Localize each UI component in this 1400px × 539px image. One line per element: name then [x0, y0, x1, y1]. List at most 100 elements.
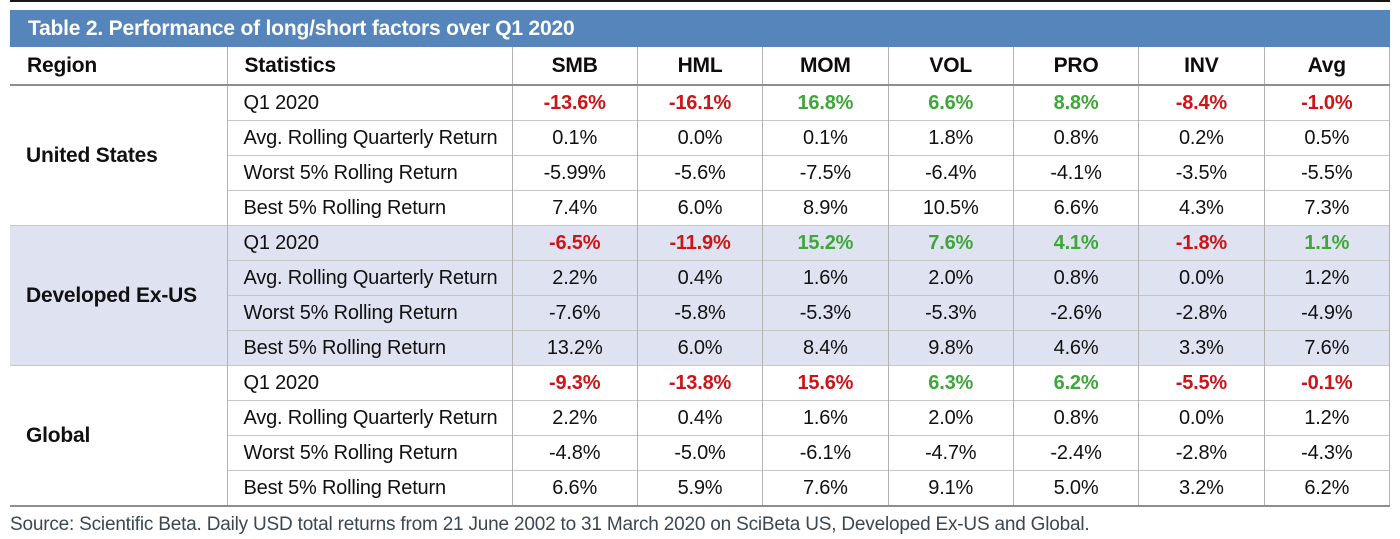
statistic-label: Q1 2020	[226, 365, 512, 401]
value-cell: 7.6%	[887, 225, 1014, 261]
value-cell: 0.4%	[636, 400, 763, 436]
value-cell: -4.1%	[1012, 155, 1139, 191]
value-cell: -5.6%	[636, 155, 763, 191]
column-header-mom: MOM	[762, 47, 889, 86]
value-cell: 3.3%	[1138, 330, 1265, 366]
column-header-smb: SMB	[511, 47, 638, 86]
statistic-label: Avg. Rolling Quarterly Return	[226, 260, 512, 296]
table-row: Best 5% Rolling Return 13.2% 6.0% 8.4% 9.8% 4…	[10, 330, 1391, 366]
statistic-label: Best 5% Rolling Return	[226, 330, 512, 366]
column-header-statistics: Statistics	[226, 47, 512, 86]
table-row: Avg. Rolling Quarterly Return 0.1% 0.0% 0.1…	[10, 120, 1391, 156]
column-header-inv: INV	[1138, 47, 1265, 86]
value-cell: -13.6%	[511, 85, 638, 121]
value-cell: 8.8%	[1012, 85, 1139, 121]
value-cell: 0.1%	[511, 120, 638, 156]
header-row: Region Statistics SMB HML MOM VOL PRO INV Avg	[10, 47, 1391, 86]
value-cell: -7.6%	[511, 295, 638, 331]
value-cell: 2.2%	[511, 400, 638, 436]
statistic-label: Worst 5% Rolling Return	[226, 155, 512, 191]
value-cell: -2.6%	[1012, 295, 1139, 331]
table-row: Best 5% Rolling Return 6.6% 5.9% 7.6% 9.1% 5.…	[10, 470, 1391, 506]
statistic-label: Best 5% Rolling Return	[226, 470, 512, 506]
value-cell: -4.7%	[887, 435, 1014, 471]
column-header-avg: Avg	[1263, 47, 1391, 86]
value-cell: -4.8%	[511, 435, 638, 471]
value-cell: 0.8%	[1012, 120, 1139, 156]
value-cell: 0.0%	[636, 120, 763, 156]
value-cell: -6.5%	[511, 225, 638, 261]
top-rule	[10, 0, 1390, 2]
value-cell: 0.0%	[1138, 260, 1265, 296]
value-cell: -1.0%	[1263, 85, 1391, 121]
value-cell: 2.0%	[887, 260, 1014, 296]
performance-table: Region Statistics SMB HML MOM VOL PRO INV Avg Un…	[10, 47, 1391, 507]
value-cell: 1.2%	[1263, 400, 1391, 436]
value-cell: -5.5%	[1263, 155, 1391, 191]
value-cell: -4.3%	[1263, 435, 1391, 471]
value-cell: 4.3%	[1138, 190, 1265, 226]
value-cell: 0.2%	[1138, 120, 1265, 156]
value-cell: -2.8%	[1138, 295, 1265, 331]
value-cell: 8.4%	[762, 330, 889, 366]
value-cell: 9.8%	[887, 330, 1014, 366]
value-cell: 10.5%	[887, 190, 1014, 226]
statistic-label: Avg. Rolling Quarterly Return	[226, 400, 512, 436]
value-cell: 7.6%	[762, 470, 889, 506]
value-cell: 0.8%	[1012, 260, 1139, 296]
table-row: United States Q1 2020 -13.6% -16.1% 16.8% 6.6…	[10, 85, 1391, 167]
region-cell: Developed Ex-US	[10, 225, 227, 366]
value-cell: 1.2%	[1263, 260, 1391, 296]
value-cell: 6.0%	[636, 330, 763, 366]
value-cell: -11.9%	[636, 225, 763, 261]
value-cell: -16.1%	[636, 85, 763, 121]
value-cell: -2.4%	[1012, 435, 1139, 471]
value-cell: 6.6%	[887, 85, 1014, 121]
statistic-label: Worst 5% Rolling Return	[226, 295, 512, 331]
value-cell: 16.8%	[762, 85, 889, 121]
statistic-label: Q1 2020	[226, 85, 512, 121]
value-cell: -3.5%	[1138, 155, 1265, 191]
value-cell: 1.1%	[1263, 225, 1391, 261]
region-cell: United States	[26, 143, 158, 167]
value-cell: 15.2%	[762, 225, 889, 261]
value-cell: -6.1%	[762, 435, 889, 471]
value-cell: 9.1%	[887, 470, 1014, 506]
value-cell: 7.6%	[1263, 330, 1391, 366]
value-cell: 0.5%	[1263, 120, 1391, 156]
value-cell: -0.1%	[1263, 365, 1391, 401]
value-cell: 3.2%	[1138, 470, 1265, 506]
table-row: Best 5% Rolling Return 7.4% 6.0% 8.9% 10.5% 6…	[10, 190, 1391, 226]
value-cell: -5.3%	[762, 295, 889, 331]
value-cell: -7.5%	[762, 155, 889, 191]
value-cell: -5.8%	[636, 295, 763, 331]
value-cell: 6.0%	[636, 190, 763, 226]
value-cell: 0.1%	[762, 120, 889, 156]
value-cell: 6.3%	[887, 365, 1014, 401]
value-cell: -1.8%	[1138, 225, 1265, 261]
table-row: Avg. Rolling Quarterly Return 2.2% 0.4% 1.6…	[10, 400, 1391, 436]
statistic-label: Best 5% Rolling Return	[226, 190, 512, 226]
table-row: Avg. Rolling Quarterly Return 2.2% 0.4% 1.6…	[10, 260, 1391, 296]
table-header: Region Statistics SMB HML MOM VOL PRO INV Avg	[10, 47, 1391, 86]
value-cell: 1.6%	[762, 260, 889, 296]
value-cell: -5.0%	[636, 435, 763, 471]
value-cell: 5.9%	[636, 470, 763, 506]
statistic-label: Q1 2020	[226, 225, 512, 261]
value-cell: 15.6%	[762, 365, 889, 401]
value-cell: 1.6%	[762, 400, 889, 436]
value-cell: -5.99%	[511, 155, 638, 191]
value-cell: 6.2%	[1263, 470, 1391, 506]
column-header-vol: VOL	[887, 47, 1014, 86]
value-cell: 6.6%	[511, 470, 638, 506]
value-cell: 0.0%	[1138, 400, 1265, 436]
value-cell: -13.8%	[636, 365, 763, 401]
value-cell: 0.8%	[1012, 400, 1139, 436]
table-row: Developed Ex-US Q1 2020 -6.5% -11.9% 15.2% 7.…	[10, 225, 1391, 366]
table-title-bar: Table 2. Performance of long/short facto…	[10, 10, 1390, 47]
value-cell: -6.4%	[887, 155, 1014, 191]
value-cell: 6.6%	[1012, 190, 1139, 226]
value-cell: -2.8%	[1138, 435, 1265, 471]
table-row: Worst 5% Rolling Return -4.8% -5.0% -6.1% -4…	[10, 435, 1391, 471]
